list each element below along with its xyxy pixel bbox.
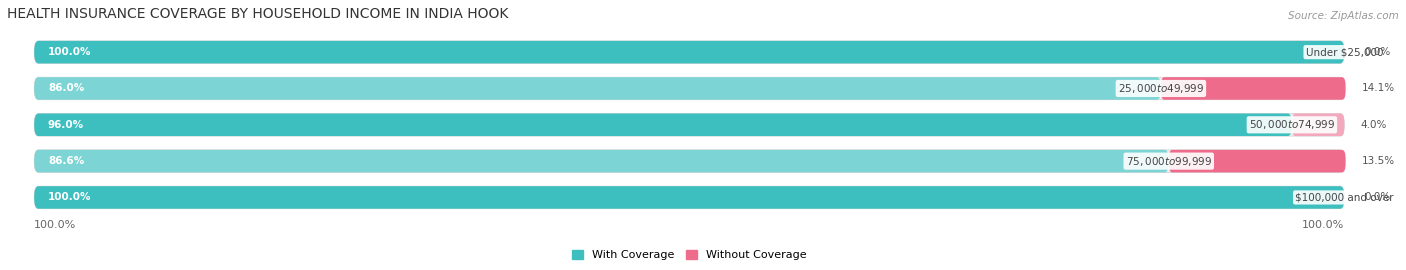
- Text: Under $25,000: Under $25,000: [1306, 47, 1384, 57]
- Text: 100.0%: 100.0%: [34, 220, 76, 230]
- Text: 96.0%: 96.0%: [48, 120, 84, 130]
- FancyBboxPatch shape: [34, 77, 1161, 100]
- Text: 0.0%: 0.0%: [1365, 193, 1391, 202]
- FancyBboxPatch shape: [34, 41, 1344, 63]
- Text: 86.6%: 86.6%: [48, 156, 84, 166]
- Text: 13.5%: 13.5%: [1362, 156, 1395, 166]
- Text: Source: ZipAtlas.com: Source: ZipAtlas.com: [1288, 11, 1399, 21]
- FancyBboxPatch shape: [34, 114, 1344, 136]
- Text: 0.0%: 0.0%: [1365, 47, 1391, 57]
- FancyBboxPatch shape: [34, 186, 1344, 209]
- FancyBboxPatch shape: [1292, 114, 1344, 136]
- Text: $50,000 to $74,999: $50,000 to $74,999: [1249, 118, 1336, 131]
- Text: 14.1%: 14.1%: [1362, 83, 1395, 93]
- Text: 100.0%: 100.0%: [48, 47, 91, 57]
- Legend: With Coverage, Without Coverage: With Coverage, Without Coverage: [572, 250, 806, 261]
- FancyBboxPatch shape: [34, 186, 1344, 209]
- Text: 86.0%: 86.0%: [48, 83, 84, 93]
- FancyBboxPatch shape: [1168, 150, 1346, 172]
- FancyBboxPatch shape: [34, 150, 1168, 172]
- Text: $75,000 to $99,999: $75,000 to $99,999: [1126, 155, 1212, 168]
- FancyBboxPatch shape: [34, 41, 1344, 63]
- Text: $25,000 to $49,999: $25,000 to $49,999: [1118, 82, 1204, 95]
- Text: 100.0%: 100.0%: [48, 193, 91, 202]
- FancyBboxPatch shape: [34, 150, 1344, 172]
- Text: HEALTH INSURANCE COVERAGE BY HOUSEHOLD INCOME IN INDIA HOOK: HEALTH INSURANCE COVERAGE BY HOUSEHOLD I…: [7, 7, 509, 21]
- FancyBboxPatch shape: [1161, 77, 1346, 100]
- FancyBboxPatch shape: [34, 114, 1292, 136]
- Text: 100.0%: 100.0%: [1302, 220, 1344, 230]
- Text: 4.0%: 4.0%: [1361, 120, 1388, 130]
- FancyBboxPatch shape: [34, 77, 1344, 100]
- Text: $100,000 and over: $100,000 and over: [1295, 193, 1393, 202]
